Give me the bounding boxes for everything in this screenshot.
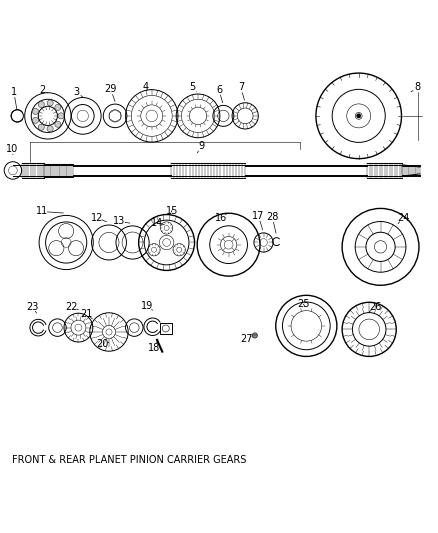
Circle shape xyxy=(252,333,258,338)
Bar xyxy=(159,323,172,334)
Text: 4: 4 xyxy=(143,83,149,93)
Text: 2: 2 xyxy=(39,85,45,95)
Circle shape xyxy=(32,117,39,124)
Text: 21: 21 xyxy=(80,309,92,319)
Text: 15: 15 xyxy=(166,206,178,216)
Circle shape xyxy=(32,108,39,115)
Text: 28: 28 xyxy=(266,212,279,222)
Text: 1: 1 xyxy=(11,87,17,97)
Circle shape xyxy=(38,124,44,130)
Text: 18: 18 xyxy=(148,343,160,353)
Text: 10: 10 xyxy=(6,143,18,154)
Text: 9: 9 xyxy=(198,141,205,151)
Circle shape xyxy=(357,114,361,118)
Text: 19: 19 xyxy=(141,301,154,311)
Text: 3: 3 xyxy=(74,87,80,97)
Circle shape xyxy=(55,104,61,110)
Text: 13: 13 xyxy=(113,216,126,226)
Circle shape xyxy=(47,126,53,132)
Text: 29: 29 xyxy=(105,84,117,94)
Text: 11: 11 xyxy=(35,206,48,216)
Text: 26: 26 xyxy=(369,302,381,312)
Text: 17: 17 xyxy=(252,211,265,221)
Text: 8: 8 xyxy=(415,83,421,93)
Text: 14: 14 xyxy=(151,218,163,228)
Circle shape xyxy=(38,101,44,108)
Text: 23: 23 xyxy=(26,302,38,312)
Text: 24: 24 xyxy=(397,213,410,223)
Text: 5: 5 xyxy=(190,83,196,93)
Text: 20: 20 xyxy=(96,339,109,349)
Circle shape xyxy=(47,100,53,106)
Text: 16: 16 xyxy=(215,213,227,223)
Text: FRONT & REAR PLANET PINION CARRIER GEARS: FRONT & REAR PLANET PINION CARRIER GEARS xyxy=(12,455,246,465)
Circle shape xyxy=(58,113,64,119)
Circle shape xyxy=(55,121,61,127)
Text: 27: 27 xyxy=(241,334,253,344)
Text: 12: 12 xyxy=(91,213,103,223)
Text: 22: 22 xyxy=(66,302,78,312)
Text: 7: 7 xyxy=(238,83,244,93)
Text: 6: 6 xyxy=(216,85,222,95)
Text: 25: 25 xyxy=(297,299,310,309)
